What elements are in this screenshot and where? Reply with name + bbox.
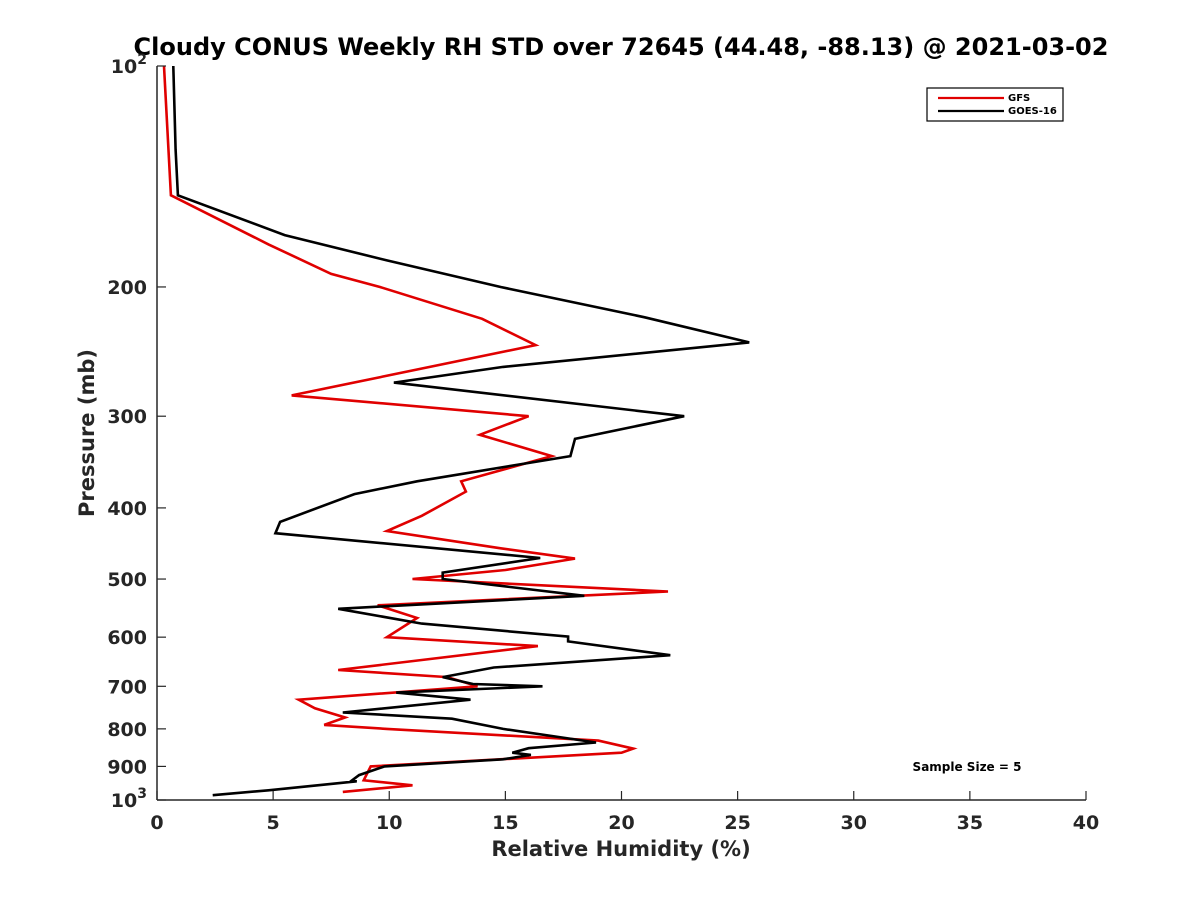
x-tick-label: 25 xyxy=(724,812,750,834)
plot-area: 0 5 10 15 20 25 30 35 40 102 200 300 400 500 600 700 80… xyxy=(107,52,1099,834)
y-tick-label: 900 xyxy=(107,756,147,778)
y-tick-label: 103 xyxy=(111,786,147,812)
y-tick-label: 102 xyxy=(111,52,147,78)
series-line-goes-16 xyxy=(172,66,750,797)
x-tick-label: 30 xyxy=(841,812,867,834)
sample-size-annotation: Sample Size = 5 xyxy=(913,760,1022,774)
x-tick-label: 40 xyxy=(1073,812,1099,834)
x-tick-label: 15 xyxy=(492,812,518,834)
x-axis-label: Relative Humidity (%) xyxy=(491,837,750,861)
x-tick-label: 35 xyxy=(957,812,983,834)
y-ticks: 102 200 300 400 500 600 700 800 900 103 xyxy=(107,52,166,812)
legend: GFS GOES-16 xyxy=(926,87,1064,122)
series-line-gfs xyxy=(162,66,669,794)
legend-box xyxy=(926,87,1064,122)
x-tick-label: 10 xyxy=(376,812,402,834)
x-tick-label: 20 xyxy=(608,812,634,834)
x-tick-label: 5 xyxy=(267,812,280,834)
legend-label-gfs: GFS xyxy=(1008,93,1030,104)
y-tick-label: 600 xyxy=(107,627,147,649)
chart-title: Cloudy CONUS Weekly RH STD over 72645 (4… xyxy=(134,33,1109,61)
legend-label-goes-16: GOES-16 xyxy=(1008,106,1057,117)
y-tick-label: 800 xyxy=(107,719,147,741)
y-tick-label: 400 xyxy=(107,498,147,520)
x-ticks: 0 5 10 15 20 25 30 35 40 xyxy=(150,791,1099,834)
series-layer xyxy=(162,66,750,797)
y-tick-label: 300 xyxy=(107,406,147,428)
x-tick-label: 0 xyxy=(150,812,163,834)
y-tick-label: 200 xyxy=(107,277,147,299)
y-tick-label: 700 xyxy=(107,676,147,698)
y-axis-label: Pressure (mb) xyxy=(75,349,99,517)
y-tick-label: 500 xyxy=(107,569,147,591)
